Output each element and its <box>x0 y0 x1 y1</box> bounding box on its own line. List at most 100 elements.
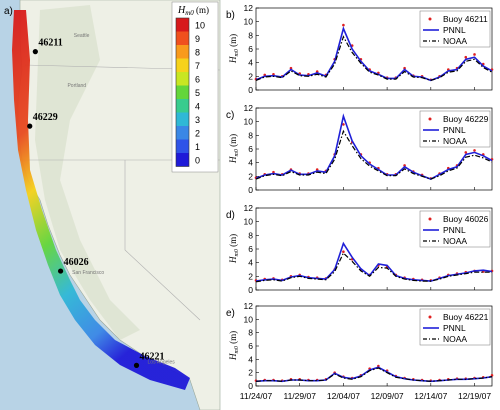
pnnl-series-line <box>255 26 493 82</box>
y-tick-label: 2 <box>248 171 253 181</box>
y-tick-label: 10 <box>244 217 254 227</box>
colorbar-swatch <box>176 112 189 126</box>
x-tick-label: 12/14/07 <box>414 391 447 401</box>
legend-label: NOAA <box>443 136 467 146</box>
colorbar-swatch <box>176 85 189 99</box>
y-axis-label-sub: m0 <box>234 49 240 56</box>
place-layer: Seattle Portland San Francisco Los Angeles <box>67 33 175 366</box>
chart-panel-label: d) <box>226 210 235 221</box>
buoy-marker <box>133 362 140 368</box>
chart-panel: e) Hm0 (m) 0 2 4 6 8 10 12 11/24/07 11/29/07 12/04/… <box>226 301 494 401</box>
y-tick-label: 8 <box>248 30 253 40</box>
chart-panel-label: e) <box>226 308 235 319</box>
y-axis-label: Hm0 (m) <box>228 234 240 264</box>
colorbar-tick-label: 6 <box>195 74 200 84</box>
y-tick-label: 4 <box>248 258 253 268</box>
x-tick-label: 11/29/07 <box>283 391 316 401</box>
place-label: San Francisco <box>72 270 104 276</box>
buoy-label: 46221 <box>140 351 165 362</box>
data-point <box>403 164 406 167</box>
data-point <box>342 250 345 254</box>
y-axis-label-symbol: H <box>228 156 238 164</box>
colorbar-title-sub: m0 <box>185 9 194 17</box>
legend-label: PNNL <box>443 225 466 235</box>
y-axis-label: Hm0 (m) <box>228 331 240 361</box>
data-point <box>289 66 293 70</box>
legend-label: Buoy 46229 <box>443 114 489 124</box>
y-tick-label: 4 <box>248 354 253 364</box>
colorbar-swatch <box>176 31 189 45</box>
map-panel-label: a) <box>4 6 13 17</box>
data-point <box>272 72 275 76</box>
legend-label: Buoy 46026 <box>443 214 489 224</box>
colorbar-tick-label: 5 <box>195 88 200 98</box>
colorbar-title-symbol: H <box>177 5 186 16</box>
chart-panel-label: b) <box>226 10 235 21</box>
pnnl-series-line <box>255 113 493 180</box>
legend-box <box>419 210 491 248</box>
y-tick-label: 2 <box>248 271 253 281</box>
y-tick-label: 4 <box>248 58 253 68</box>
colorbar-tick-label: 8 <box>195 47 200 57</box>
colorbar-swatch <box>176 72 189 86</box>
data-point <box>342 23 345 27</box>
y-tick-label: 8 <box>248 130 253 140</box>
y-tick-label: 8 <box>248 230 253 240</box>
y-tick-label: 6 <box>248 341 253 351</box>
y-tick-label: 0 <box>248 381 253 391</box>
buoy-marker <box>32 49 38 55</box>
colorbar-swatch <box>176 45 189 59</box>
y-axis-label-sub: m0 <box>234 149 240 156</box>
colorbar-tick-label: 3 <box>195 115 200 125</box>
y-tick-label: 4 <box>248 158 253 168</box>
legend-marker <box>428 315 432 319</box>
y-axis-label-unit: (m) <box>228 34 238 49</box>
place-label: Seattle <box>74 33 90 39</box>
legend-label: PNNL <box>443 125 466 135</box>
legend-label: Buoy 46211 <box>443 14 488 24</box>
legend-label: NOAA <box>443 334 467 344</box>
y-tick-label: 10 <box>244 314 254 324</box>
noaa-series-line <box>255 129 493 180</box>
buoy-label: 46026 <box>64 257 89 268</box>
legend-box <box>419 110 491 148</box>
colorbar-swatch <box>176 99 189 113</box>
y-tick-label: 10 <box>244 117 254 127</box>
y-axis-label: Hm0 (m) <box>228 34 240 64</box>
colorbar-tick-label: 4 <box>195 101 200 111</box>
y-tick-label: 12 <box>244 301 254 311</box>
legend-box <box>419 308 491 346</box>
colorbar-tick-label: 10 <box>195 20 205 30</box>
y-axis-label: Hm0 (m) <box>228 134 240 164</box>
colorbar-frame <box>175 17 190 167</box>
legend-marker <box>428 217 432 221</box>
y-axis-label-unit: (m) <box>228 234 238 249</box>
y-tick-label: 2 <box>248 71 253 81</box>
y-tick-label: 12 <box>244 3 254 13</box>
colorbar-swatch <box>176 153 189 167</box>
legend-label: NOAA <box>443 236 467 246</box>
y-tick-label: 6 <box>248 44 253 54</box>
legend-box <box>419 10 491 48</box>
y-tick-label: 0 <box>248 185 253 195</box>
y-tick-label: 10 <box>244 17 254 27</box>
colorbar-tick-label: 2 <box>195 128 200 138</box>
y-tick-label: 0 <box>248 285 253 295</box>
chart-panel-label: c) <box>226 110 234 121</box>
y-tick-label: 8 <box>248 328 253 338</box>
colorbar-swatch <box>176 18 189 32</box>
place-label: Portland <box>67 83 86 89</box>
data-point <box>490 374 494 377</box>
y-axis-label-unit: (m) <box>228 331 238 346</box>
y-axis-label-symbol: H <box>228 56 238 64</box>
colorbar-swatch <box>176 58 189 72</box>
buoy-marker <box>27 123 33 129</box>
data-point <box>464 151 468 154</box>
buoy-layer: 46211 46229 46026 46221 <box>27 38 165 368</box>
y-tick-label: 12 <box>244 103 254 113</box>
